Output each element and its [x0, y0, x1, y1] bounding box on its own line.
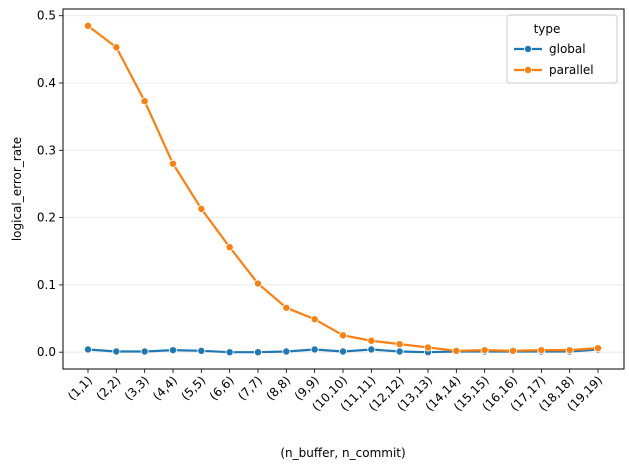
legend: type global parallel [506, 14, 618, 84]
data-point-parallel [168, 159, 177, 168]
data-point-parallel [508, 346, 517, 355]
x-tick-label: (8,8) [263, 373, 293, 403]
data-point-parallel [253, 279, 262, 288]
legend-title: type [534, 22, 561, 36]
data-point-parallel [395, 340, 404, 349]
y-tick-label: 0.0 [37, 345, 56, 359]
data-point-global [225, 348, 234, 357]
x-tick-label: (5,5) [178, 373, 208, 403]
plot-frame [62, 8, 625, 370]
data-point-parallel [594, 344, 603, 353]
x-tick-label: (7,7) [235, 373, 265, 403]
y-axis-label: logical_error_rate [10, 137, 24, 241]
data-point-parallel [197, 204, 206, 213]
data-point-parallel [140, 97, 149, 106]
x-tick-label: (4,4) [150, 373, 180, 403]
y-tick-label: 0.4 [37, 76, 56, 90]
data-point-global [84, 345, 93, 354]
data-point-parallel [367, 336, 376, 345]
data-point-parallel [565, 346, 574, 355]
data-point-global [112, 347, 121, 356]
y-axis: 0.0 0.1 0.2 0.3 0.4 0.5 [37, 9, 63, 359]
legend-box [506, 14, 618, 84]
series-layer [84, 21, 603, 357]
data-point-global [338, 347, 347, 356]
x-tick-label: (2,2) [93, 373, 123, 403]
y-tick-label: 0.3 [37, 143, 56, 157]
data-point-parallel [84, 21, 93, 30]
legend-marker-parallel [524, 66, 533, 75]
y-tick-label: 0.5 [37, 9, 56, 23]
data-point-parallel [310, 315, 319, 324]
data-point-global [253, 348, 262, 357]
legend-label-global: global [549, 42, 586, 56]
legend-marker-global [524, 45, 533, 54]
y-tick-label: 0.1 [37, 278, 56, 292]
x-axis: (1,1)(2,2)(3,3)(4,4)(5,5)(6,6)(7,7)(8,8)… [65, 369, 605, 414]
data-point-global [367, 345, 376, 354]
y-tick-label: 0.2 [37, 211, 56, 225]
data-point-parallel [282, 303, 291, 312]
data-point-global [140, 347, 149, 356]
data-point-global [310, 345, 319, 354]
data-point-global [395, 347, 404, 356]
x-axis-label: (n_buffer, n_commit) [280, 446, 405, 460]
data-point-parallel [112, 43, 121, 52]
data-point-parallel [423, 343, 432, 352]
data-point-parallel [338, 331, 347, 340]
data-point-global [168, 346, 177, 355]
data-point-global [282, 347, 291, 356]
data-point-parallel [452, 346, 461, 355]
x-tick-label: (1,1) [65, 373, 95, 403]
legend-label-parallel: parallel [549, 63, 594, 77]
x-tick-label: (6,6) [207, 373, 237, 403]
data-point-parallel [480, 346, 489, 355]
x-tick-label: (3,3) [122, 373, 152, 403]
data-point-parallel [537, 346, 546, 355]
data-point-parallel [225, 243, 234, 252]
data-point-global [197, 346, 206, 355]
